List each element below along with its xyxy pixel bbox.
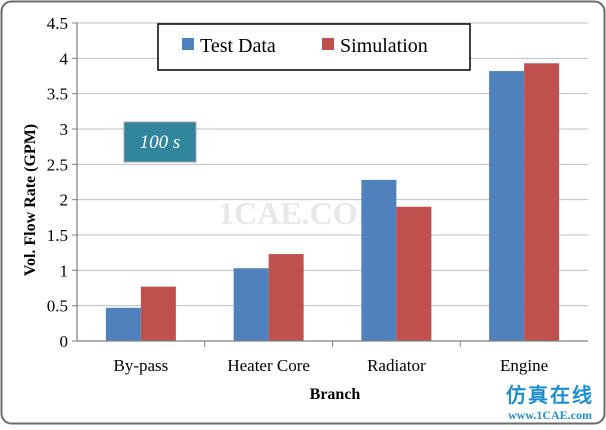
bar-test-data-engine (489, 71, 525, 341)
y-tick-label: 2.5 (47, 155, 68, 174)
legend-swatch-test-data (182, 38, 194, 50)
watermark-text: 1CAE.COM (218, 195, 388, 231)
bar-test-data-radiator (361, 179, 397, 341)
bar-simulation-radiator (396, 206, 432, 341)
y-tick-labels: 0 0.5 1 1.5 2 2.5 3 3.5 4 4.5 (47, 14, 69, 351)
y-tick-label: 0 (60, 332, 69, 351)
axes-group (76, 23, 588, 342)
legend-swatch-simulation (322, 38, 334, 50)
annotation-100s: 100 s (123, 121, 197, 163)
annotation-box (123, 121, 197, 163)
x-tick-label: Radiator (367, 356, 426, 375)
footer-logo: 仿真在线 www.1CAE.com (506, 383, 594, 422)
bar-test-data-heater-core (233, 268, 269, 341)
y-tick-label: 3.5 (47, 85, 68, 104)
legend-label-test-data: Test Data (200, 35, 276, 57)
y-tick-label: 2 (60, 191, 69, 210)
bar-simulation-heater-core (268, 254, 304, 341)
legend-label-simulation: Simulation (340, 35, 428, 57)
bars-group (105, 63, 560, 341)
bar-test-data-by-pass (105, 307, 141, 341)
x-tick-label: Engine (500, 356, 548, 375)
y-tick-label: 1 (60, 261, 69, 280)
x-tick-label: Heater Core (227, 356, 310, 375)
y-tick-label: 4 (60, 49, 69, 68)
x-axis-title: Branch (310, 386, 361, 403)
legend: Test Data Simulation (157, 23, 471, 71)
y-tick-label: 1.5 (47, 226, 68, 245)
x-tick-label: By-pass (113, 356, 168, 375)
y-axis-title: Vol. Flow Rate (GPM) (22, 124, 39, 276)
annotation-text: 100 s (140, 132, 181, 153)
bar-simulation-engine (524, 63, 560, 341)
legend-box (157, 23, 471, 71)
y-tick-label: 0.5 (47, 297, 68, 316)
y-tick-label: 4.5 (47, 14, 68, 33)
footer-logo-cn: 仿真在线 (506, 383, 594, 407)
x-tick-labels: By-pass Heater Core Radiator Engine (113, 356, 548, 375)
y-tick-label: 3 (60, 120, 69, 139)
footer-logo-url: www.1CAE.com (508, 408, 592, 422)
bar-simulation-by-pass (140, 286, 176, 341)
